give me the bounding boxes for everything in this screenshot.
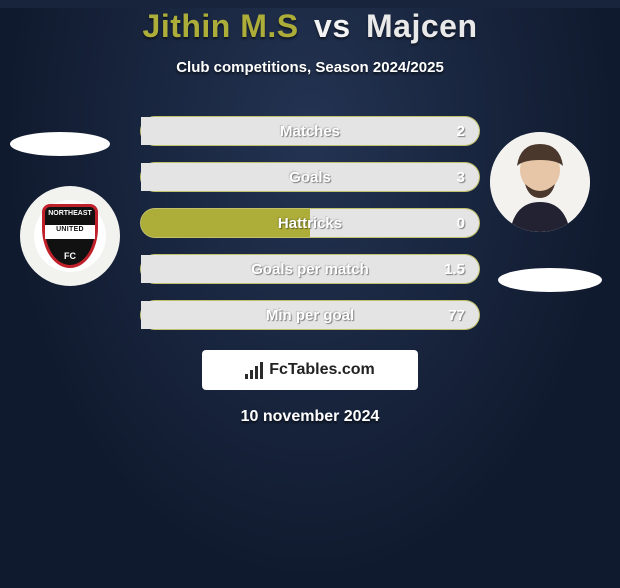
infographic: Jithin M.S vs Majcen Club competitions, … <box>0 8 620 426</box>
title-vs: vs <box>314 8 351 44</box>
stat-row: Hattricks 0 <box>140 208 480 238</box>
stat-label: Goals <box>289 163 331 193</box>
stat-label: Min per goal <box>266 301 354 331</box>
stat-value-right: 0 <box>457 209 465 239</box>
stat-value-right: 77 <box>448 301 465 331</box>
title-player2: Majcen <box>366 8 477 44</box>
stat-label: Goals per match <box>251 255 369 285</box>
date-text: 10 november 2024 <box>0 408 620 426</box>
stat-value-right: 3 <box>457 163 465 193</box>
fctables-logo: FcTables.com <box>202 350 418 390</box>
stat-row: Min per goal 77 <box>140 300 480 330</box>
stat-row: Goals per match 1.5 <box>140 254 480 284</box>
stat-value-right: 1.5 <box>444 255 465 285</box>
logo-text: FcTables.com <box>269 361 375 379</box>
title-player1: Jithin M.S <box>143 8 299 44</box>
stat-row: Matches 2 <box>140 116 480 146</box>
subtitle: Club competitions, Season 2024/2025 <box>0 59 620 76</box>
stat-label: Hattricks <box>278 209 342 239</box>
page-title: Jithin M.S vs Majcen <box>0 8 620 45</box>
stat-row: Goals 3 <box>140 162 480 192</box>
stat-value-right: 2 <box>457 117 465 147</box>
logo-bars-icon <box>245 361 263 379</box>
stat-label: Matches <box>280 117 340 147</box>
stat-rows: Matches 2 Goals 3 Hattricks 0 Goals per match 1… <box>0 116 620 330</box>
